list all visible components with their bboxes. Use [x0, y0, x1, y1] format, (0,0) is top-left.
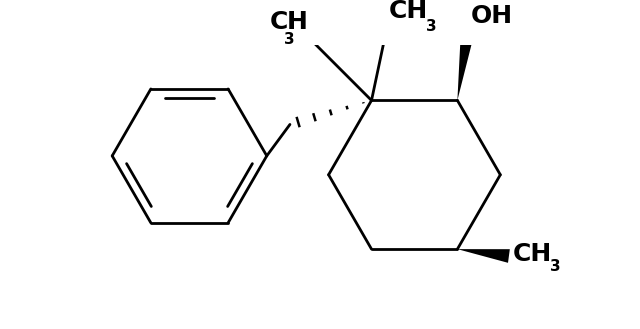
- Polygon shape: [458, 31, 474, 100]
- Text: C: C: [270, 10, 288, 34]
- Text: CH: CH: [513, 242, 552, 266]
- Text: 3: 3: [426, 19, 437, 34]
- Text: OH: OH: [471, 4, 513, 28]
- Polygon shape: [458, 249, 510, 263]
- Text: 3: 3: [284, 32, 294, 47]
- Text: CH: CH: [388, 0, 428, 23]
- Text: H: H: [287, 10, 308, 34]
- Text: 3: 3: [550, 259, 561, 274]
